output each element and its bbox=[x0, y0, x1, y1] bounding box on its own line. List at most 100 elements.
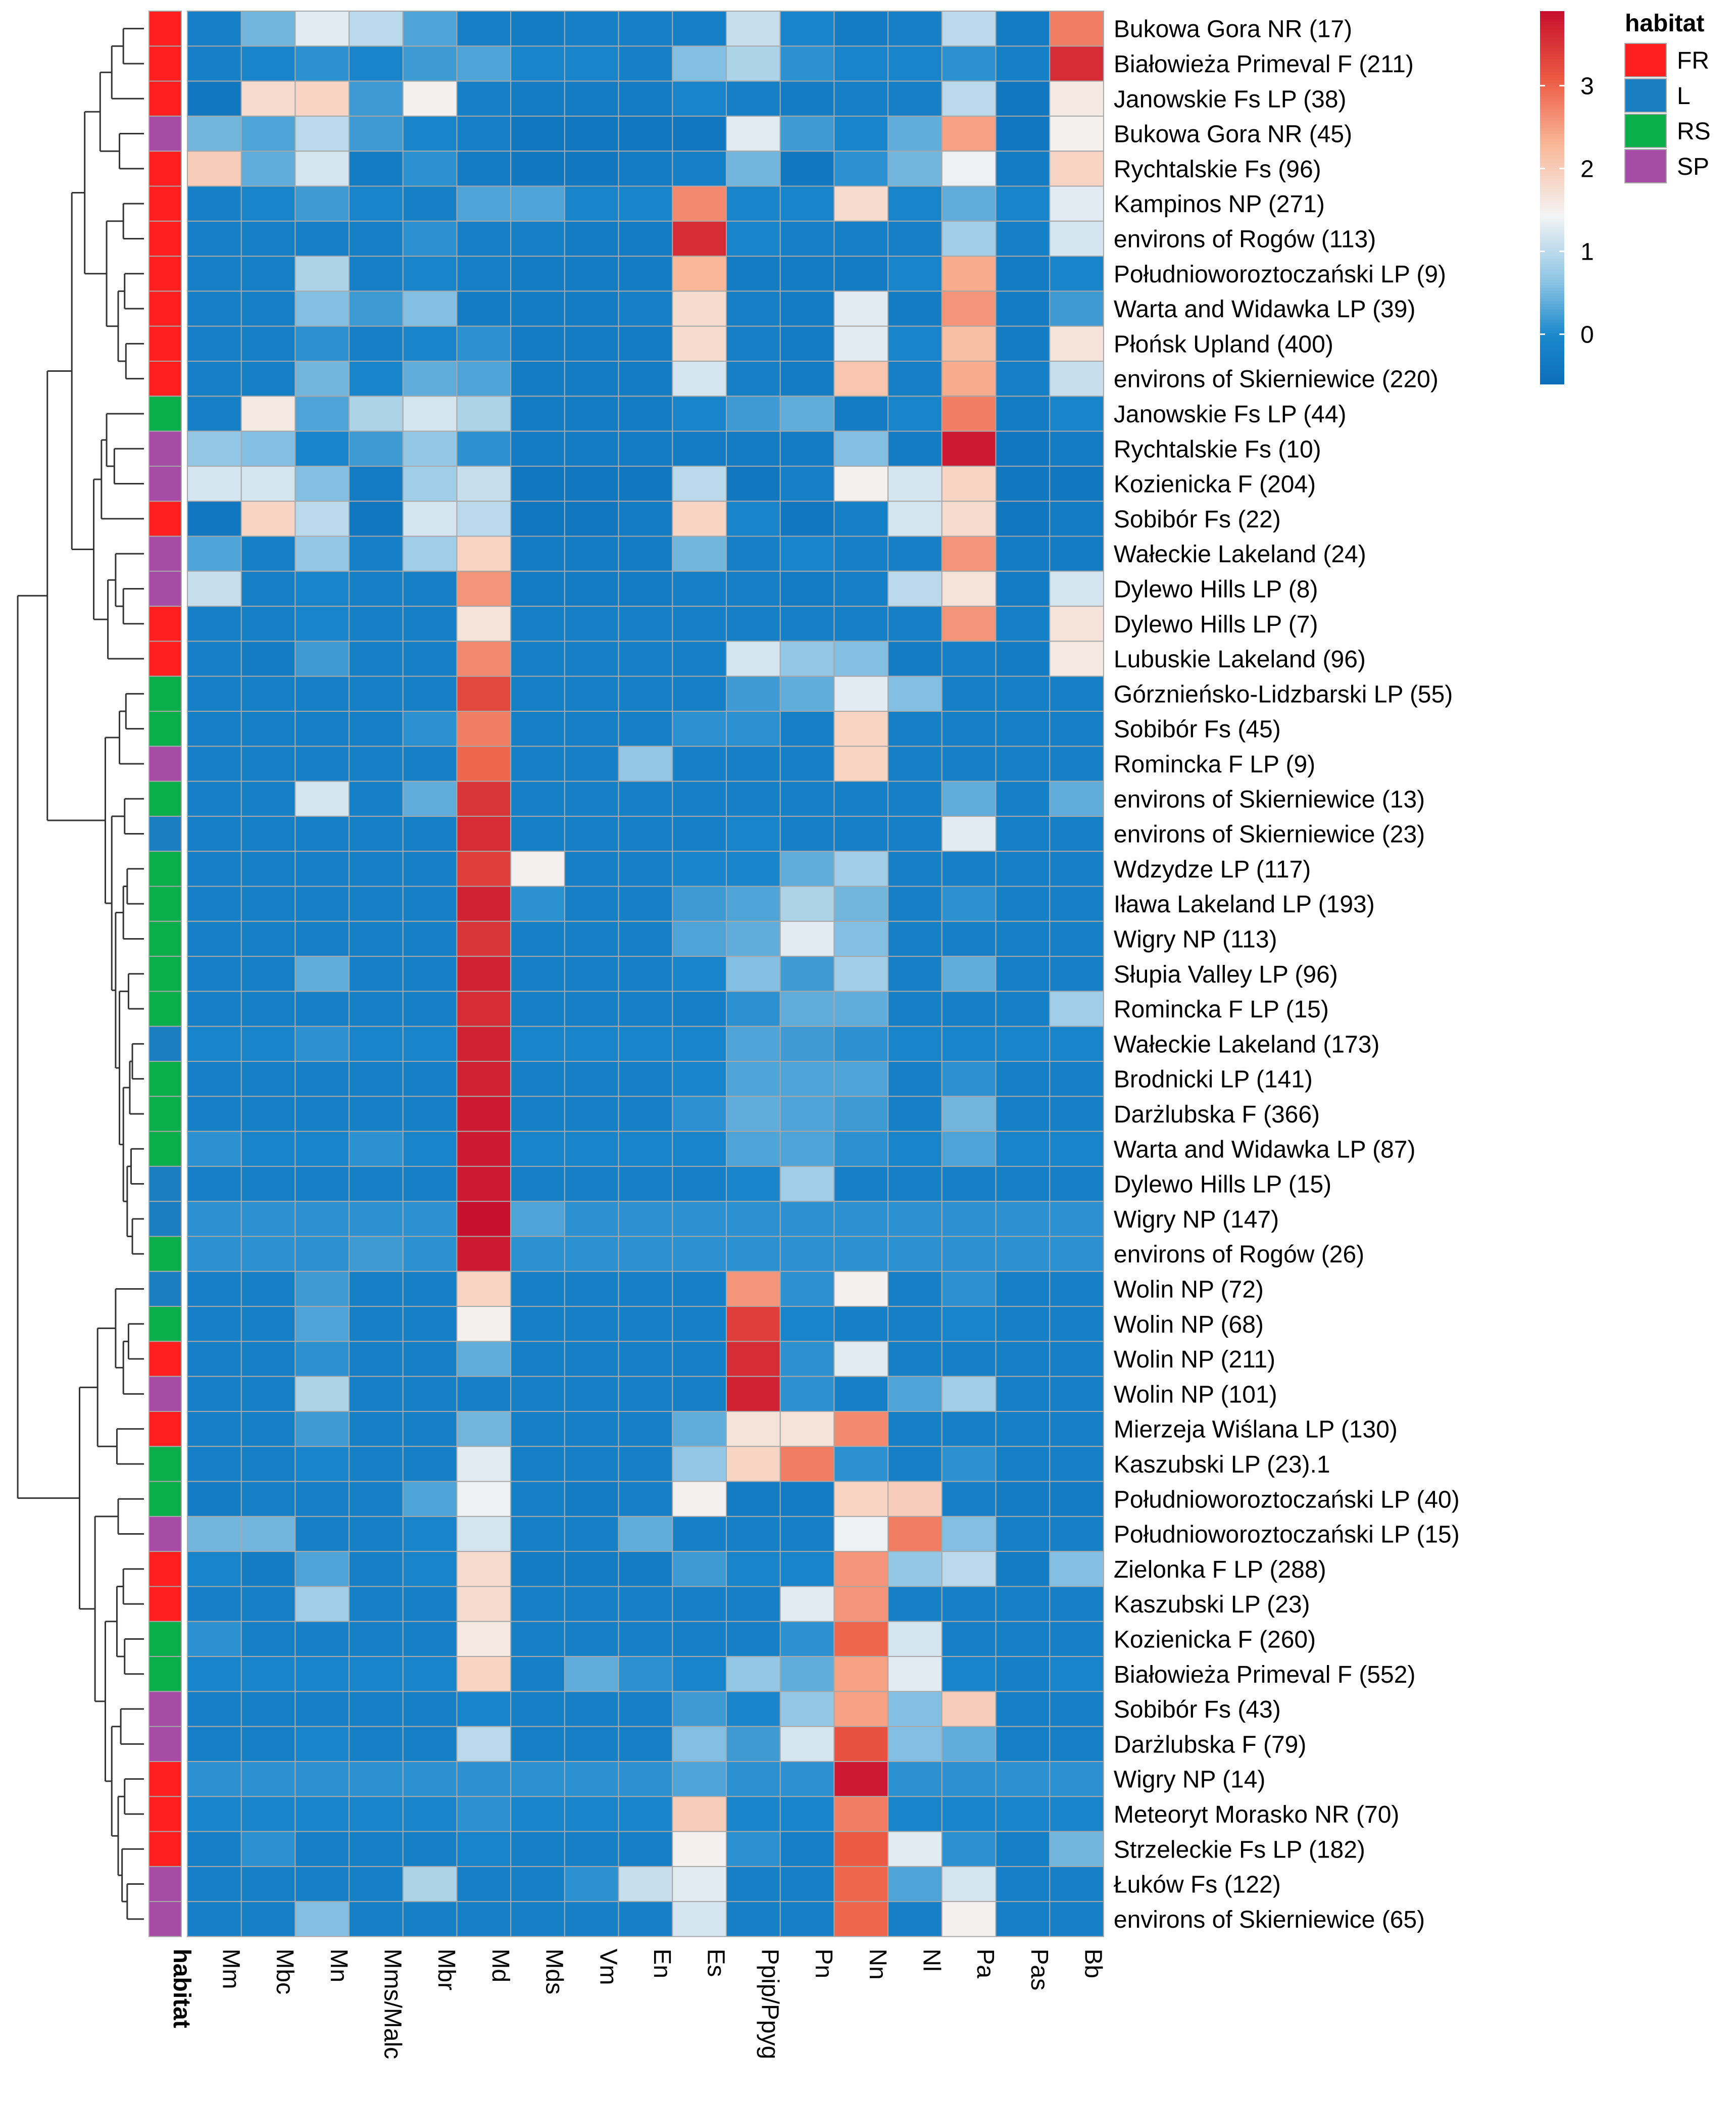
heatmap-cell bbox=[672, 1270, 727, 1307]
heatmap-cell bbox=[240, 920, 296, 957]
habitat-legend-label: RS bbox=[1677, 118, 1711, 145]
heatmap-cell bbox=[1049, 1691, 1104, 1727]
heatmap-cell bbox=[402, 1656, 458, 1692]
heatmap-cell bbox=[833, 1901, 889, 1937]
color-scale-band bbox=[1540, 165, 1564, 169]
heatmap-cell bbox=[1049, 11, 1104, 47]
heatmap-cell bbox=[941, 1025, 997, 1062]
heatmap-cell bbox=[510, 1796, 565, 1832]
heatmap-cell bbox=[349, 780, 404, 817]
heatmap-cell bbox=[187, 1165, 242, 1202]
heatmap-cell bbox=[187, 746, 242, 782]
heatmap-cell bbox=[779, 675, 835, 712]
heatmap-cell bbox=[349, 746, 404, 782]
heatmap-cell bbox=[349, 1341, 404, 1377]
heatmap-cell bbox=[995, 956, 1051, 992]
heatmap-cell bbox=[240, 361, 296, 397]
heatmap-cell bbox=[1049, 1025, 1104, 1062]
heatmap-cell bbox=[672, 1236, 727, 1272]
heatmap-cell bbox=[564, 465, 619, 502]
heatmap-cell bbox=[833, 501, 889, 537]
heatmap-cell bbox=[618, 1621, 673, 1657]
heatmap-cell bbox=[779, 711, 835, 747]
heatmap-cell bbox=[941, 991, 997, 1027]
heatmap-cell bbox=[779, 1376, 835, 1412]
heatmap-cell bbox=[672, 1131, 727, 1167]
heatmap-cell bbox=[779, 1691, 835, 1727]
heatmap-cell bbox=[1049, 815, 1104, 852]
heatmap-cell bbox=[833, 1586, 889, 1622]
heatmap-cell bbox=[240, 746, 296, 782]
heatmap-cell bbox=[456, 290, 512, 327]
heatmap-cell bbox=[672, 780, 727, 817]
habitat-legend-label: FR bbox=[1677, 47, 1709, 74]
heatmap-cell bbox=[349, 1411, 404, 1447]
color-scale-band bbox=[1540, 307, 1564, 310]
heatmap-cell bbox=[240, 501, 296, 537]
color-scale-band bbox=[1540, 16, 1564, 20]
heatmap-cell bbox=[402, 1481, 458, 1517]
heatmap-cell bbox=[833, 1481, 889, 1517]
heatmap-cell bbox=[887, 45, 943, 82]
color-scale-band bbox=[1540, 232, 1564, 235]
heatmap-cell bbox=[887, 1656, 943, 1692]
heatmap-cell bbox=[833, 430, 889, 467]
heatmap-cell bbox=[240, 675, 296, 712]
heatmap-cell bbox=[510, 1025, 565, 1062]
heatmap-cell bbox=[240, 1796, 296, 1832]
heatmap-cell bbox=[887, 535, 943, 572]
heatmap-cell bbox=[672, 1061, 727, 1097]
column-label: Nl bbox=[918, 1949, 945, 1972]
color-scale-band bbox=[1540, 131, 1564, 134]
heatmap-cell bbox=[995, 606, 1051, 642]
heatmap-cell bbox=[672, 501, 727, 537]
heatmap-cell bbox=[995, 501, 1051, 537]
heatmap-cell bbox=[564, 570, 619, 607]
heatmap-cell bbox=[187, 1551, 242, 1587]
color-scale-band bbox=[1540, 117, 1564, 121]
heatmap-cell bbox=[564, 780, 619, 817]
heatmap-cell bbox=[510, 1551, 565, 1587]
heatmap-cell bbox=[402, 1411, 458, 1447]
heatmap-cell bbox=[564, 1761, 619, 1797]
heatmap-cell bbox=[672, 1656, 727, 1692]
heatmap-cell bbox=[941, 1691, 997, 1727]
heatmap-cell bbox=[995, 641, 1051, 677]
heatmap-cell bbox=[618, 535, 673, 572]
color-scale-band bbox=[1540, 72, 1564, 76]
heatmap-cell bbox=[510, 1306, 565, 1342]
heatmap-cell bbox=[456, 1096, 512, 1132]
heatmap-cell bbox=[187, 115, 242, 152]
heatmap-cell bbox=[510, 1586, 565, 1622]
color-scale-band bbox=[1540, 163, 1564, 166]
heatmap-cell bbox=[456, 45, 512, 82]
heatmap-cell bbox=[726, 1901, 781, 1937]
heatmap-cell bbox=[941, 780, 997, 817]
heatmap-cell bbox=[833, 396, 889, 432]
heatmap-cell bbox=[294, 991, 350, 1027]
heatmap-cell bbox=[618, 780, 673, 817]
heatmap-cell bbox=[187, 1866, 242, 1902]
heatmap-cell bbox=[995, 45, 1051, 82]
color-scale-tick-label: 2 bbox=[1580, 156, 1594, 183]
row-label: Bukowa Gora NR (45) bbox=[1114, 121, 1352, 148]
heatmap-cell bbox=[294, 501, 350, 537]
heatmap-cell bbox=[240, 1131, 296, 1167]
heatmap-cell bbox=[564, 1061, 619, 1097]
color-scale-band bbox=[1540, 312, 1564, 315]
color-scale-band bbox=[1540, 341, 1564, 345]
heatmap-cell bbox=[941, 1270, 997, 1307]
heatmap-cell bbox=[510, 430, 565, 467]
heatmap-cell bbox=[887, 570, 943, 607]
heatmap-cell bbox=[294, 1621, 350, 1657]
habitat-cell bbox=[148, 115, 182, 152]
heatmap-cell bbox=[995, 1446, 1051, 1482]
heatmap-cell bbox=[294, 115, 350, 152]
heatmap-cell bbox=[510, 1376, 565, 1412]
habitat-cell bbox=[148, 991, 182, 1027]
heatmap-cell bbox=[887, 1411, 943, 1447]
habitat-cell bbox=[148, 465, 182, 502]
heatmap-cell bbox=[887, 465, 943, 502]
heatmap-cell bbox=[402, 220, 458, 257]
habitat-cell bbox=[148, 780, 182, 817]
